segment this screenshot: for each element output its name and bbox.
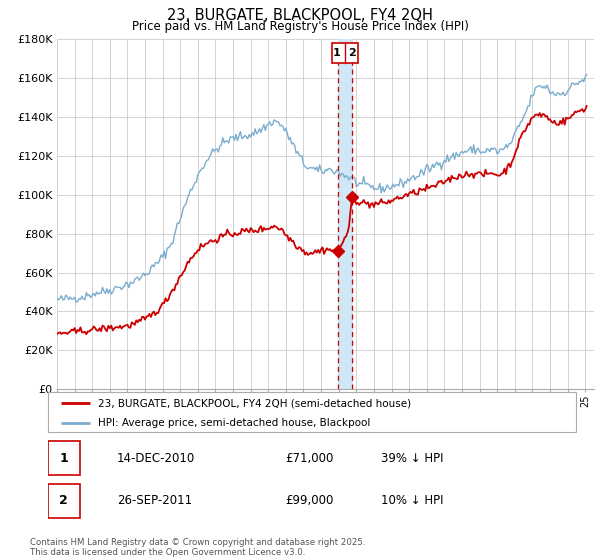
FancyBboxPatch shape: [48, 392, 576, 432]
Text: 10% ↓ HPI: 10% ↓ HPI: [380, 494, 443, 507]
Text: 2: 2: [59, 494, 68, 507]
Text: £71,000: £71,000: [286, 451, 334, 465]
Text: 39% ↓ HPI: 39% ↓ HPI: [380, 451, 443, 465]
FancyBboxPatch shape: [48, 441, 80, 475]
Text: 26-SEP-2011: 26-SEP-2011: [116, 494, 192, 507]
Text: Price paid vs. HM Land Registry's House Price Index (HPI): Price paid vs. HM Land Registry's House …: [131, 20, 469, 33]
Text: £99,000: £99,000: [286, 494, 334, 507]
FancyBboxPatch shape: [48, 483, 80, 518]
Text: 23, BURGATE, BLACKPOOL, FY4 2QH: 23, BURGATE, BLACKPOOL, FY4 2QH: [167, 8, 433, 24]
Text: 1: 1: [333, 48, 341, 58]
Text: Contains HM Land Registry data © Crown copyright and database right 2025.
This d: Contains HM Land Registry data © Crown c…: [30, 538, 365, 557]
Text: 14-DEC-2010: 14-DEC-2010: [116, 451, 195, 465]
FancyBboxPatch shape: [332, 43, 358, 63]
Text: HPI: Average price, semi-detached house, Blackpool: HPI: Average price, semi-detached house,…: [98, 418, 371, 428]
Text: 2: 2: [349, 48, 356, 58]
Text: 23, BURGATE, BLACKPOOL, FY4 2QH (semi-detached house): 23, BURGATE, BLACKPOOL, FY4 2QH (semi-de…: [98, 398, 411, 408]
Bar: [338, 39, 352, 389]
Text: 1: 1: [59, 451, 68, 465]
